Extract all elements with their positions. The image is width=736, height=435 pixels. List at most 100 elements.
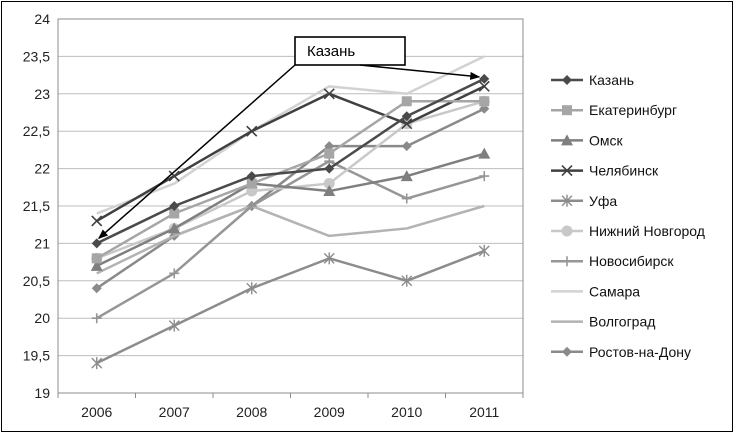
data-point (323, 178, 335, 190)
y-tick-label: 24 (34, 11, 50, 27)
legend-item: Ростов-на-Дону (551, 344, 691, 360)
data-point (401, 141, 412, 152)
data-point (324, 163, 335, 174)
series-line (96, 100, 485, 260)
legend-label: Самара (589, 283, 640, 299)
y-tick-label: 20 (34, 310, 50, 326)
y-tick-label: 21 (34, 235, 50, 251)
y-tick-label: 21,5 (23, 198, 50, 214)
legend-item: Нижний Новгород (551, 223, 705, 239)
series-Самара (96, 55, 485, 215)
x-tick-label: 2007 (159, 404, 190, 420)
data-point (246, 171, 257, 182)
grid-lines (58, 55, 523, 357)
y-tick-label: 22 (34, 161, 50, 177)
data-point (323, 88, 335, 100)
series-line (96, 100, 485, 260)
y-tick-label: 22,5 (23, 123, 50, 139)
data-point (168, 222, 181, 234)
data-point (401, 274, 413, 287)
data-point (246, 201, 257, 211)
x-tick-label: 2011 (469, 404, 499, 420)
data-point (246, 125, 258, 137)
legend-item: Уфа (551, 193, 617, 209)
series-line (96, 249, 485, 365)
annotation-callout: Казань (98, 36, 481, 240)
data-point (246, 282, 258, 295)
legend-item: Новосибирск (551, 253, 674, 269)
x-tick-label: 2008 (236, 404, 267, 420)
series-line (96, 77, 485, 245)
series-line (96, 152, 485, 267)
data-point (323, 185, 336, 197)
legend-swatch-marker (562, 256, 572, 267)
legend-swatch-marker (561, 194, 573, 207)
y-tick-label: 19,5 (23, 348, 50, 364)
legend-label: Челябинск (589, 163, 659, 179)
legend-label: Уфа (589, 193, 617, 209)
callout-arrow (98, 64, 296, 240)
data-point (478, 244, 490, 257)
x-tick-label: 2006 (81, 404, 112, 420)
series-line (96, 107, 485, 290)
legend-item: Челябинск (551, 163, 659, 179)
legend-label: Екатеринбург (589, 102, 677, 118)
data-point (169, 208, 180, 219)
data-point (479, 73, 490, 84)
data-point (400, 170, 413, 182)
series-layer (90, 55, 491, 370)
data-point (91, 253, 102, 264)
data-point (168, 319, 180, 332)
series-line (96, 55, 485, 215)
series-line (96, 159, 485, 320)
y-tick-label: 23 (34, 86, 50, 102)
data-point (90, 259, 103, 271)
legend-label: Нижний Новгород (589, 223, 705, 239)
data-point (169, 201, 180, 211)
data-point (169, 268, 180, 279)
data-point (479, 171, 490, 182)
series-Казань (91, 73, 490, 249)
data-point (478, 80, 490, 92)
data-point (401, 111, 412, 122)
y-tick-label: 19 (34, 385, 50, 401)
series-Волгоград (96, 204, 485, 275)
data-point (401, 118, 413, 130)
data-point (91, 215, 103, 227)
callout-label: Казань (307, 43, 355, 60)
legend-label: Ростов-на-Дону (589, 344, 691, 360)
x-tick-label: 2010 (391, 404, 422, 420)
data-point (91, 313, 102, 324)
legend-swatch-marker (562, 346, 572, 357)
legend-label: Волгоград (589, 314, 655, 330)
legend-swatch-marker (561, 225, 573, 237)
legend-item: Казань (551, 72, 634, 88)
legend-item: Екатеринбург (551, 102, 677, 118)
data-point (91, 357, 103, 370)
callout-box (294, 36, 406, 66)
x-tick-label: 2009 (314, 404, 345, 420)
data-point (324, 148, 335, 159)
data-point (401, 96, 412, 107)
data-point (479, 96, 490, 107)
data-point (401, 193, 412, 204)
legend-label: Омск (589, 132, 624, 148)
legend-item: Самара (551, 283, 640, 299)
series-Ростов-на-Дону (91, 103, 490, 294)
legend-label: Казань (589, 72, 634, 88)
data-point (478, 147, 491, 159)
legend-swatch-marker (562, 75, 572, 85)
legend-item: Волгоград (551, 314, 655, 330)
data-point (91, 283, 102, 294)
legend-item: Омск (551, 132, 624, 148)
legend-swatch-marker (562, 105, 572, 116)
data-point (323, 252, 335, 265)
legend-label: Новосибирск (589, 253, 674, 269)
series-line (96, 204, 485, 275)
legend: Казань Екатеринбург Омск Челябинск Уфа Нижний… (551, 72, 705, 360)
data-point (91, 238, 102, 249)
series-Екатеринбург (91, 96, 490, 264)
y-tick-label: 20,5 (23, 273, 50, 289)
legend-swatch-marker (561, 134, 573, 146)
